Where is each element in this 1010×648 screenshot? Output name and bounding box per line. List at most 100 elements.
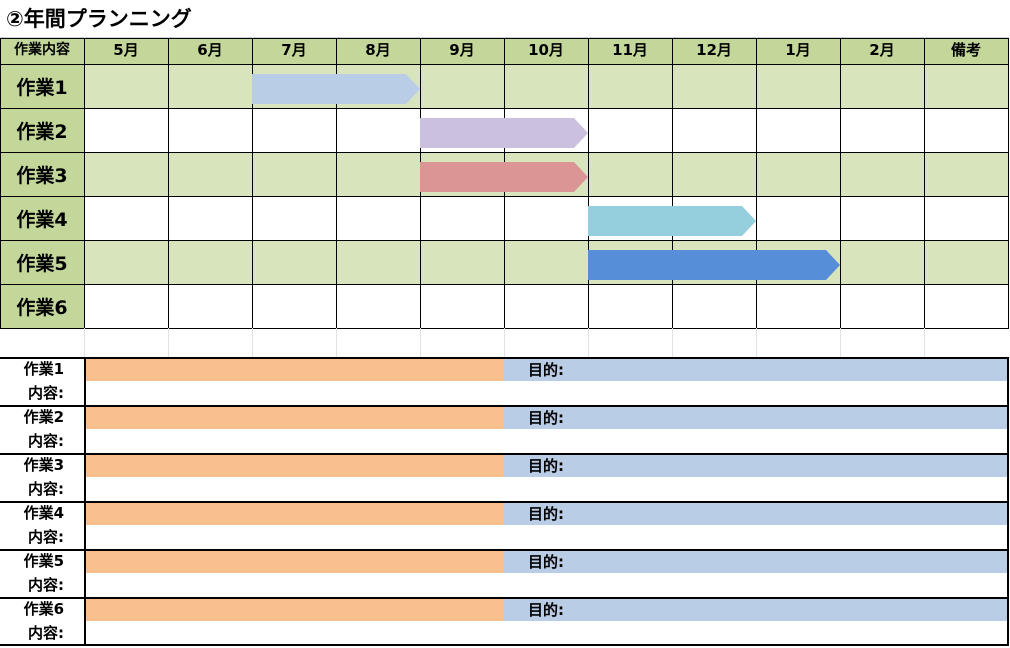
block-divider xyxy=(0,597,1009,599)
header-month: 10月 xyxy=(528,41,564,59)
grid-line xyxy=(0,284,1009,285)
schedule-bar-arrow xyxy=(588,250,840,280)
task-row-background xyxy=(84,284,1008,328)
task-row-label: 作業1 xyxy=(0,64,84,108)
task-name-field[interactable] xyxy=(84,406,504,429)
purpose-label: 目的: xyxy=(528,505,564,523)
detail-task-label: 作業4 xyxy=(23,504,64,522)
schedule-bar xyxy=(588,250,840,280)
detail-task-label: 作業1 xyxy=(23,360,64,378)
schedule-bar xyxy=(588,206,756,236)
task-name-field[interactable] xyxy=(84,598,504,621)
header-month: 8月 xyxy=(365,41,391,59)
detail-content-label: 内容: xyxy=(28,432,64,450)
grid-line xyxy=(0,240,1009,241)
page-title: ②年間プランニング xyxy=(6,7,192,31)
grid-line xyxy=(0,196,1009,197)
task-row-label: 作業4 xyxy=(0,196,84,240)
task-row-label: 作業3 xyxy=(0,152,84,196)
grid-line xyxy=(0,644,1009,646)
detail-content-label: 内容: xyxy=(28,576,64,594)
grid-line xyxy=(0,37,1009,38)
task-row-background xyxy=(84,196,1008,240)
content-field[interactable] xyxy=(84,477,1008,501)
block-divider xyxy=(0,549,1009,551)
grid-line xyxy=(0,38,1,328)
detail-task-label: 作業2 xyxy=(23,408,64,426)
task-row-background xyxy=(84,64,1008,108)
purpose-field[interactable]: 目的: xyxy=(504,598,1008,621)
task-name-field[interactable] xyxy=(84,502,504,525)
detail-content-label: 内容: xyxy=(28,384,64,402)
header-month: 12月 xyxy=(696,41,732,59)
grid-line xyxy=(672,38,673,328)
grid-line xyxy=(84,38,85,328)
content-field[interactable] xyxy=(84,621,1008,645)
task-name-field[interactable] xyxy=(84,358,504,381)
purpose-field[interactable]: 目的: xyxy=(504,550,1008,573)
purpose-label: 目的: xyxy=(528,553,564,571)
purpose-label: 目的: xyxy=(528,457,564,475)
detail-task-label: 作業3 xyxy=(23,456,64,474)
schedule-bar-arrow xyxy=(252,74,420,104)
grid-line xyxy=(252,328,253,357)
block-divider xyxy=(0,501,1009,503)
block-divider xyxy=(0,405,1009,407)
header-month: 6月 xyxy=(197,41,223,59)
grid-line xyxy=(504,328,505,357)
task-row-label: 作業5 xyxy=(0,240,84,284)
schedule-bar xyxy=(420,118,588,148)
block-divider xyxy=(0,357,1009,359)
purpose-label: 目的: xyxy=(528,601,564,619)
block-divider xyxy=(0,453,1009,455)
task-name-field[interactable] xyxy=(84,550,504,573)
grid-line xyxy=(0,108,1009,109)
schedule-bar-arrow xyxy=(420,162,588,192)
grid-line xyxy=(840,38,841,328)
grid-line xyxy=(1008,38,1009,328)
purpose-label: 目的: xyxy=(528,409,564,427)
detail-task-label: 作業5 xyxy=(23,552,64,570)
grid-line xyxy=(84,357,86,645)
header-month: 1月 xyxy=(785,41,811,59)
detail-content-label: 内容: xyxy=(28,528,64,546)
grid-line xyxy=(336,328,337,357)
content-field[interactable] xyxy=(84,525,1008,549)
schedule-bar xyxy=(252,74,420,104)
header-month: 7月 xyxy=(281,41,307,59)
grid-line xyxy=(0,152,1009,153)
purpose-field[interactable]: 目的: xyxy=(504,454,1008,477)
detail-content-label: 内容: xyxy=(28,624,64,642)
task-row-background xyxy=(84,240,1008,284)
grid-line xyxy=(840,328,841,357)
grid-line xyxy=(924,328,925,357)
grid-line xyxy=(756,328,757,357)
task-row-label: 作業6 xyxy=(0,284,84,328)
content-field[interactable] xyxy=(84,429,1008,453)
header-month: 2月 xyxy=(869,41,895,59)
content-field[interactable] xyxy=(84,573,1008,597)
content-field[interactable] xyxy=(84,381,1008,405)
grid-line xyxy=(0,38,1009,39)
purpose-field[interactable]: 目的: xyxy=(504,358,1008,381)
header-month: 11月 xyxy=(612,41,648,59)
detail-content-label: 内容: xyxy=(28,480,64,498)
grid-line xyxy=(252,38,253,328)
schedule-bar xyxy=(420,162,588,192)
grid-line xyxy=(0,64,1009,65)
task-row-label: 作業2 xyxy=(0,108,84,152)
grid-line xyxy=(588,328,589,357)
schedule-bar-arrow xyxy=(588,206,756,236)
task-name-field[interactable] xyxy=(84,454,504,477)
grid-line xyxy=(84,328,85,357)
grid-line xyxy=(420,328,421,357)
schedule-bar-arrow xyxy=(420,118,588,148)
purpose-field[interactable]: 目的: xyxy=(504,406,1008,429)
detail-task-label: 作業6 xyxy=(23,600,64,618)
purpose-field[interactable]: 目的: xyxy=(504,502,1008,525)
grid-line xyxy=(336,38,337,328)
grid-line xyxy=(672,328,673,357)
header-task-content: 作業内容 xyxy=(14,42,70,58)
header-notes: 備考 xyxy=(950,41,981,59)
grid-line xyxy=(1007,357,1009,645)
